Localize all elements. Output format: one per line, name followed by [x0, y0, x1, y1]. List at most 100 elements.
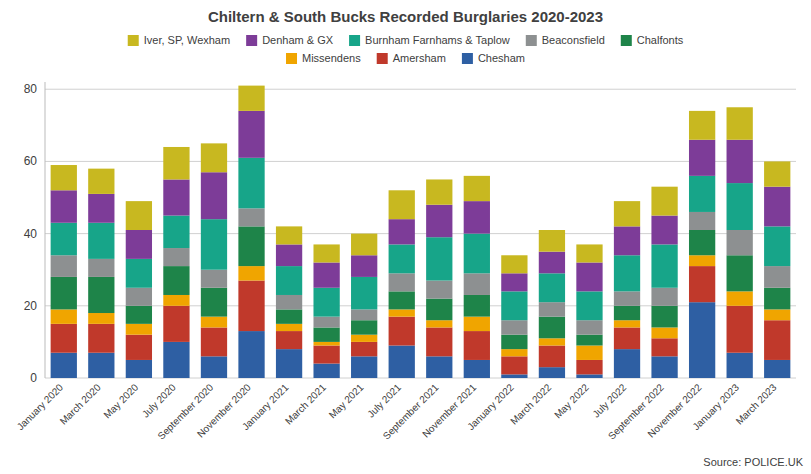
bar-segment: [351, 255, 377, 277]
legend: Iver, SP, WexhamDenham & GXBurnham Farnh…: [128, 34, 684, 64]
bar-segment: [727, 291, 753, 305]
bar-segment: [651, 356, 677, 378]
legend-swatch: [526, 35, 537, 46]
legend-item: Burnham Farnhams & Taplow: [349, 34, 510, 46]
bar-segment: [276, 331, 302, 349]
x-tick-label: January 2023: [690, 381, 741, 432]
bar-segment: [464, 331, 490, 360]
bar-segment: [426, 299, 452, 321]
series: [51, 266, 791, 374]
bar-segment: [614, 327, 640, 349]
bar-segment: [88, 324, 114, 353]
bar-segment: [201, 317, 227, 328]
bar-segment: [689, 140, 715, 176]
bar-segment: [51, 223, 77, 255]
x-tick-label: May 2021: [327, 381, 366, 420]
chart: Chiltern & South Bucks Recorded Burglari…: [0, 0, 811, 474]
bar-segment: [276, 349, 302, 378]
x-tick-label: March 2022: [508, 381, 553, 426]
bar-segment: [88, 353, 114, 378]
bar-segment: [614, 349, 640, 378]
bar-segment: [389, 273, 415, 291]
grid-line: [45, 161, 796, 162]
x-tick-label: January 2021: [240, 381, 291, 432]
bar-segment: [88, 277, 114, 313]
legend-item: Amersham: [377, 52, 446, 64]
bar-segment: [313, 288, 339, 317]
bar-segment: [351, 277, 377, 309]
bar-segment: [576, 374, 602, 378]
bar-segment: [464, 273, 490, 295]
bar-segment: [689, 111, 715, 140]
bar-segment: [539, 230, 565, 252]
x-tick-label: November 2021: [420, 381, 478, 439]
bar-segment: [389, 291, 415, 309]
bar-segment: [464, 234, 490, 274]
bar-segment: [163, 342, 189, 378]
bar-segment: [201, 219, 227, 270]
bar-segment: [238, 281, 264, 332]
bar-segment: [88, 169, 114, 194]
bar-segment: [539, 338, 565, 345]
bar-segment: [614, 255, 640, 291]
y-tick-label: 80: [24, 82, 38, 96]
bar-segment: [576, 346, 602, 360]
bar-segment: [126, 335, 152, 360]
legend-swatch: [621, 35, 632, 46]
bar-segment: [238, 331, 264, 378]
bar-segment: [51, 309, 77, 323]
legend-item: Chesham: [462, 52, 525, 64]
source-note: Source: POLICE.UK: [703, 456, 803, 468]
bar-segment: [313, 346, 339, 364]
grid-line: [45, 89, 796, 90]
bar-segment: [51, 165, 77, 190]
bar-segment: [201, 270, 227, 288]
bar-segment: [238, 266, 264, 280]
legend-swatch: [246, 35, 257, 46]
bar-segment: [126, 201, 152, 230]
bar-segment: [426, 205, 452, 237]
bar-segment: [51, 255, 77, 277]
y-tick-label: 0: [30, 371, 37, 385]
bar-segment: [51, 324, 77, 353]
bar-segment: [651, 216, 677, 245]
bar-segment: [276, 226, 302, 244]
bars: [51, 86, 791, 378]
y-axis-line: [45, 82, 46, 378]
bar-segment: [126, 324, 152, 335]
bar-segment: [313, 327, 339, 341]
bar-segment: [464, 295, 490, 317]
legend-label: Missendens: [302, 52, 361, 64]
x-axis: January 2020March 2020May 2020July 2020S…: [15, 381, 779, 441]
y-tick-label: 40: [24, 227, 38, 241]
bar-segment: [614, 226, 640, 255]
legend-label: Amersham: [393, 52, 446, 64]
bar-segment: [576, 244, 602, 262]
bar-segment: [727, 353, 753, 378]
x-tick-label: November 2020: [195, 381, 253, 439]
bar-segment: [764, 161, 790, 186]
legend-swatch: [286, 53, 297, 64]
bar-segment: [276, 295, 302, 309]
bar-segment: [727, 255, 753, 291]
bar-segment: [689, 212, 715, 230]
series: [51, 208, 791, 334]
bar-segment: [313, 262, 339, 287]
bar-segment: [539, 273, 565, 302]
title: Chiltern & South Bucks Recorded Burglari…: [208, 8, 603, 25]
background: [0, 0, 811, 474]
bar-segment: [651, 306, 677, 328]
bar-segment: [651, 288, 677, 306]
bar-segment: [464, 201, 490, 233]
bar-segment: [389, 346, 415, 378]
bar-segment: [501, 349, 527, 356]
bar-segment: [689, 255, 715, 266]
series: [51, 86, 791, 274]
bar-segment: [501, 374, 527, 378]
bar-segment: [764, 187, 790, 227]
series: [51, 255, 791, 360]
bar-segment: [689, 230, 715, 255]
bar-segment: [163, 306, 189, 342]
x-tick-label: July 2022: [590, 381, 628, 419]
bar-segment: [576, 335, 602, 346]
